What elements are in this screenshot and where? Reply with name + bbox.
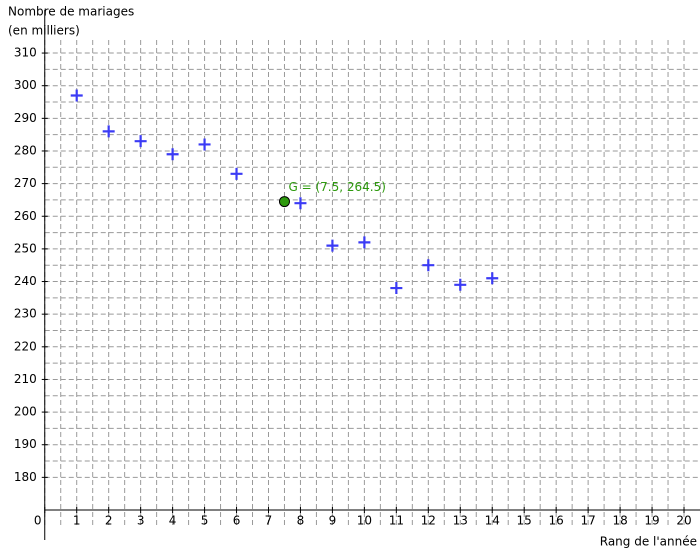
data-point bbox=[166, 148, 179, 161]
y-tick-label: 290 bbox=[14, 111, 37, 125]
x-tick-label: 3 bbox=[137, 514, 145, 528]
y-tick-label: 270 bbox=[14, 176, 37, 190]
data-point bbox=[486, 272, 499, 285]
data-point bbox=[390, 282, 403, 295]
data-point bbox=[358, 236, 371, 249]
y-axis-label: Nombre de mariages bbox=[8, 5, 134, 19]
x-tick-label: 1 bbox=[73, 514, 81, 528]
x-tick-label: 2 bbox=[105, 514, 113, 528]
y-tick-label: 310 bbox=[14, 46, 37, 60]
data-point bbox=[294, 197, 307, 210]
y-tick-label: 200 bbox=[14, 405, 37, 419]
y-tick-label: 220 bbox=[14, 339, 37, 353]
y-tick-label: 240 bbox=[14, 274, 37, 288]
y-tick-label: 180 bbox=[14, 470, 37, 484]
x-tick-label: 8 bbox=[297, 514, 305, 528]
y-tick-label: 280 bbox=[14, 143, 37, 157]
data-point bbox=[454, 278, 467, 291]
x-tick-label: 20 bbox=[676, 514, 691, 528]
x-tick-label: 15 bbox=[517, 514, 532, 528]
data-point bbox=[230, 167, 243, 180]
y-tick-label: 250 bbox=[14, 241, 37, 255]
x-tick-label: 16 bbox=[549, 514, 564, 528]
x-tick-label: 19 bbox=[644, 514, 659, 528]
x-tick-label: 18 bbox=[612, 514, 627, 528]
data-point bbox=[102, 125, 115, 138]
x-tick-label: 0 bbox=[34, 514, 42, 528]
x-tick-label: 11 bbox=[389, 514, 404, 528]
data-point bbox=[422, 259, 435, 272]
y-tick-label: 210 bbox=[14, 372, 37, 386]
x-tick-label: 5 bbox=[201, 514, 209, 528]
x-tick-label: 12 bbox=[421, 514, 436, 528]
data-point bbox=[326, 239, 339, 252]
x-tick-label: 13 bbox=[453, 514, 468, 528]
x-tick-label: 14 bbox=[485, 514, 500, 528]
x-tick-label: 10 bbox=[357, 514, 372, 528]
y-tick-label: 300 bbox=[14, 78, 37, 92]
point-label: G = (7.5, 264.5) bbox=[288, 180, 385, 194]
data-point bbox=[134, 135, 147, 148]
y-tick-label: 260 bbox=[14, 209, 37, 223]
x-tick-label: 6 bbox=[233, 514, 241, 528]
data-point bbox=[198, 138, 211, 151]
y-tick-label: 230 bbox=[14, 307, 37, 321]
y-tick-label: 190 bbox=[14, 437, 37, 451]
y-axis-label-unit: (en milliers) bbox=[8, 24, 80, 38]
x-tick-label: 7 bbox=[265, 514, 273, 528]
x-tick-label: 4 bbox=[169, 514, 177, 528]
x-tick-label: 17 bbox=[580, 514, 595, 528]
data-point bbox=[70, 89, 83, 102]
named-point bbox=[278, 196, 290, 208]
x-axis-label: Rang de l'année bbox=[600, 535, 697, 549]
x-tick-label: 9 bbox=[329, 514, 337, 528]
